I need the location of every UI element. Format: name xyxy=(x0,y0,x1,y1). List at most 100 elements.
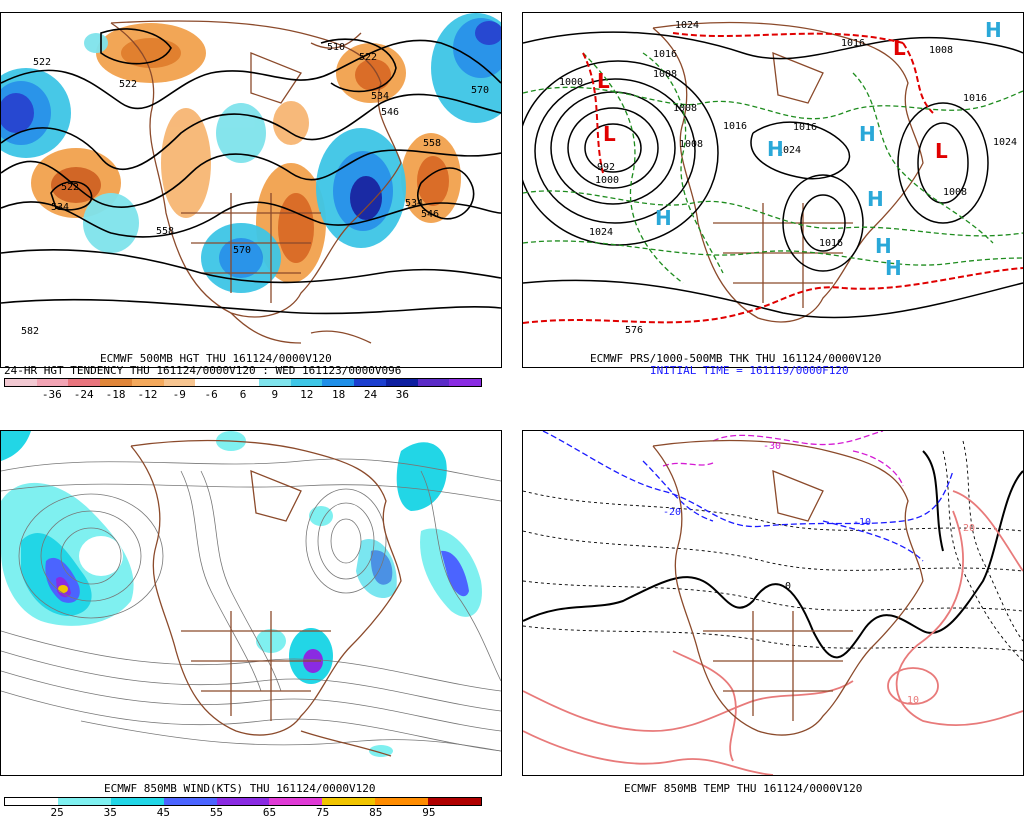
colorbar-segment xyxy=(417,379,450,386)
colorbar-segment xyxy=(163,798,217,805)
colorbar-segment xyxy=(290,379,323,386)
colorbar-segment xyxy=(110,798,164,805)
isobar-label: 1008 xyxy=(653,69,677,80)
colorbar-tick-label: -6 xyxy=(204,388,218,401)
colorbar-tick-label: 95 xyxy=(422,806,436,819)
isotherm-label: -30 xyxy=(763,441,781,452)
colorbar-segment xyxy=(375,798,429,805)
coastlines xyxy=(130,439,402,757)
high-pressure-symbol: H xyxy=(985,18,1002,42)
panel-pressure-thickness: 1024 1000 1016 1008 992 1000 1024 1016 1… xyxy=(522,12,1024,368)
colorbar-tick-label: -9 xyxy=(172,388,186,401)
panel1-caption-line1: ECMWF 500MB HGT THU 161124/0000V120 xyxy=(100,352,332,365)
high-pressure-symbol: H xyxy=(655,206,672,230)
isobar-label: 1016 xyxy=(819,238,843,249)
warm-isotherms xyxy=(523,490,1023,775)
colorbar-tick-label: 6 xyxy=(239,388,247,401)
colorbar-segment xyxy=(385,379,418,386)
isobar-label: 992 xyxy=(597,162,615,173)
colorbar-tick-label: 18 xyxy=(331,388,346,401)
map-850mb-wind xyxy=(1,431,501,757)
colorbar-segment xyxy=(163,379,196,386)
isobar-label: 1024 xyxy=(675,20,699,31)
colorbar-segment xyxy=(57,798,111,805)
contour-label: 570 xyxy=(471,85,489,96)
contour-label: 558 xyxy=(423,138,441,149)
height-fall-shading xyxy=(1,13,501,293)
colorbar-tick-label: 65 xyxy=(262,806,277,819)
contour-label: 546 xyxy=(381,107,399,118)
isobar-label: 1016 xyxy=(793,122,817,133)
isotherm-label: 10 xyxy=(907,695,919,706)
isobar-label: 1016 xyxy=(963,93,987,104)
tendency-colorbar xyxy=(4,378,482,387)
colorbar-segment xyxy=(322,798,376,805)
colorbar-segment xyxy=(36,379,69,386)
colorbar-segment xyxy=(100,379,132,386)
very-cold-isotherms xyxy=(662,431,904,487)
colorbar-tick-label: 9 xyxy=(271,388,279,401)
contour-label: 570 xyxy=(233,245,251,256)
thickness-contours xyxy=(523,52,1023,284)
height-contours xyxy=(1,28,501,315)
isobar-label: 1024 xyxy=(993,137,1017,148)
tendency-colorbar-ticks: -36 -24 -18 -12 -9 -6 6 9 12 18 24 36 xyxy=(4,388,480,402)
panel-500mb-height: 522 522 510 522 534 546 570 558 534 546 … xyxy=(0,12,502,368)
colorbar-tick-label: 12 xyxy=(300,388,314,401)
isotherm-label: 0 xyxy=(785,581,791,592)
colorbar-tick-label: 55 xyxy=(209,806,224,819)
contour-label: 558 xyxy=(156,226,174,237)
low-pressure-symbol: L xyxy=(603,122,616,146)
colorbar-tick-label: -18 xyxy=(105,388,126,401)
colorbar-tick-label: 75 xyxy=(316,806,330,819)
coastlines xyxy=(110,20,402,344)
isobar-label: 1008 xyxy=(679,139,703,150)
colorbar-segment xyxy=(5,798,58,805)
isobar-labels: 1024 1000 1016 1008 992 1000 1024 1016 1… xyxy=(559,20,1017,336)
isobar-label: 1000 xyxy=(595,175,619,186)
colorbar-segment xyxy=(216,798,270,805)
thickness-label: 576 xyxy=(625,325,643,336)
colorbar-segment xyxy=(227,379,259,386)
colorbar-segment xyxy=(354,379,386,386)
low-pressure-symbol: L xyxy=(893,36,906,60)
colorbar-tick-label: 24 xyxy=(363,388,378,401)
contour-label: 534 xyxy=(51,202,69,213)
colorbar-segment xyxy=(5,379,37,386)
cold-isotherms xyxy=(542,431,954,562)
contour-label: 510 xyxy=(327,42,345,53)
coastlines xyxy=(652,21,924,323)
high-pressure-symbol: H xyxy=(867,187,884,211)
isotherm-labels: -30 -20 -10 0 10 20 xyxy=(663,441,975,706)
isobar-label: 1008 xyxy=(673,103,697,114)
pressure-centers: L L L L H H H H H H H xyxy=(597,18,1002,280)
colorbar-tick-label: 36 xyxy=(395,388,409,401)
panel4-caption-line1: ECMWF 850MB TEMP THU 161124/0000V120 xyxy=(624,782,863,795)
colorbar-segment xyxy=(195,379,228,386)
panel1-caption-line2: 24-HR HGT TENDENCY THU 161124/0000V120 :… xyxy=(4,364,402,377)
colorbar-segment xyxy=(68,379,101,386)
panel-850mb-wind xyxy=(0,430,502,776)
colorbar-segment xyxy=(258,379,291,386)
panel2-caption-line1: ECMWF PRS/1000-500MB THK THU 161124/0000… xyxy=(590,352,882,365)
contour-label: 546 xyxy=(421,209,439,220)
colorbar-segment xyxy=(449,379,482,386)
coastlines xyxy=(652,439,924,736)
colorbar-tick-label: 45 xyxy=(156,806,170,819)
contour-label: 534 xyxy=(405,198,423,209)
height-contour-labels: 522 522 510 522 534 546 570 558 534 546 … xyxy=(21,42,489,337)
colorbar-tick-label: -24 xyxy=(73,388,94,401)
panel2-caption-line2: INITIAL TIME = 161119/0000F120 xyxy=(650,364,849,377)
colorbar-tick-label: 25 xyxy=(50,806,64,819)
colorbar-segment xyxy=(131,379,164,386)
wind-speed-colorbar xyxy=(4,797,482,806)
contour-label: 522 xyxy=(61,182,79,193)
high-pressure-symbol: H xyxy=(875,234,892,258)
isobar-label: 1008 xyxy=(929,45,953,56)
contour-label: 522 xyxy=(119,79,137,90)
high-pressure-symbol: H xyxy=(767,137,784,161)
wind-speed-colorbar-ticks: 25 35 45 55 65 75 85 95 xyxy=(4,806,480,819)
isobar-label: 1016 xyxy=(653,49,677,60)
wind-speed-shading xyxy=(1,431,482,757)
isotherm-label: -20 xyxy=(663,507,681,518)
